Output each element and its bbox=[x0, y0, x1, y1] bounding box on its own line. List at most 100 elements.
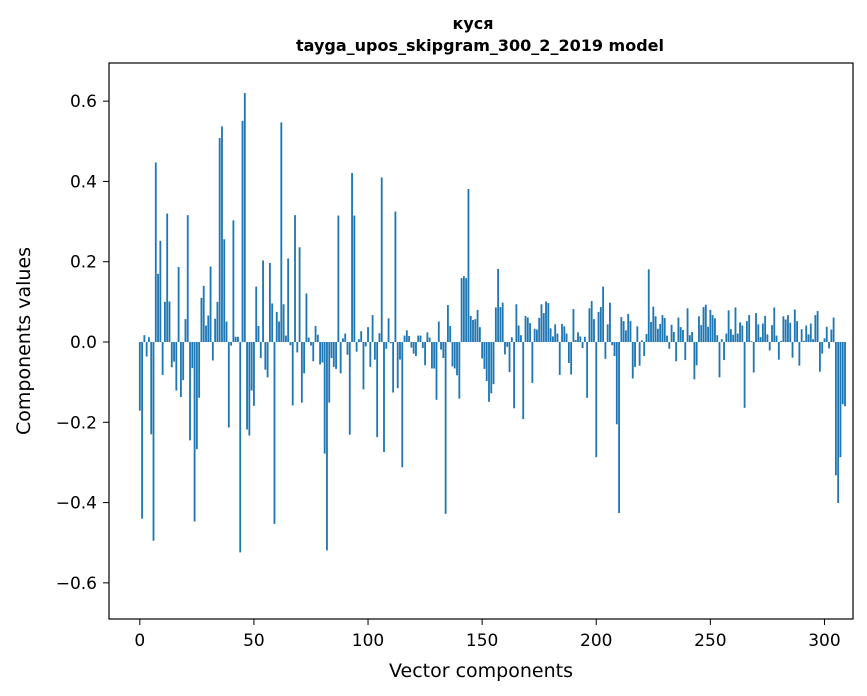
bar bbox=[469, 315, 472, 342]
bar bbox=[494, 307, 497, 342]
bar bbox=[467, 189, 470, 342]
bar bbox=[679, 327, 682, 342]
y-tick-label: 0.0 bbox=[70, 333, 97, 353]
bar bbox=[700, 325, 703, 342]
bar bbox=[764, 315, 767, 342]
bar bbox=[312, 342, 315, 362]
bar bbox=[184, 319, 187, 342]
bar bbox=[524, 315, 527, 342]
bar bbox=[698, 316, 700, 342]
bar bbox=[506, 342, 509, 347]
bar bbox=[796, 321, 798, 343]
bar bbox=[394, 211, 397, 342]
bar bbox=[666, 335, 668, 342]
bar bbox=[362, 342, 365, 390]
bar bbox=[326, 342, 328, 551]
bar bbox=[282, 304, 285, 343]
bar bbox=[474, 319, 477, 342]
bar bbox=[549, 328, 552, 342]
bar bbox=[734, 307, 737, 342]
bar bbox=[812, 339, 814, 342]
bar bbox=[262, 260, 264, 342]
bar bbox=[504, 342, 506, 355]
bar bbox=[456, 342, 458, 376]
bar bbox=[574, 340, 577, 343]
bar bbox=[148, 337, 150, 343]
bar bbox=[303, 342, 306, 374]
x-tick-label: 100 bbox=[352, 631, 384, 651]
bar bbox=[497, 268, 500, 342]
bar bbox=[634, 342, 636, 367]
bar bbox=[707, 326, 709, 342]
bar bbox=[520, 335, 522, 342]
bar bbox=[736, 333, 739, 342]
y-tick-label: 0.4 bbox=[70, 172, 97, 192]
bar bbox=[458, 342, 461, 399]
y-tick-label: −0.2 bbox=[56, 413, 97, 433]
bar bbox=[408, 335, 411, 342]
bar bbox=[727, 310, 730, 342]
bar bbox=[211, 342, 214, 361]
bar bbox=[437, 321, 440, 342]
bar bbox=[604, 342, 607, 359]
bar bbox=[483, 342, 486, 369]
bar bbox=[583, 336, 586, 342]
bar bbox=[321, 342, 324, 363]
bar bbox=[202, 285, 205, 342]
bar bbox=[253, 342, 255, 406]
bar bbox=[714, 318, 716, 343]
y-axis: 0.6 0.4 0.2 0.0 −0.2 −0.4 −0.6 bbox=[56, 92, 109, 594]
bar bbox=[351, 173, 353, 343]
bars-group bbox=[138, 93, 846, 553]
bar bbox=[768, 342, 771, 351]
bar bbox=[844, 342, 846, 407]
bar bbox=[588, 308, 591, 342]
bar bbox=[625, 330, 627, 342]
bar bbox=[659, 323, 662, 342]
bar bbox=[367, 327, 369, 342]
bar bbox=[339, 342, 342, 374]
bar bbox=[380, 177, 383, 342]
bar bbox=[622, 321, 625, 343]
bar bbox=[298, 247, 301, 342]
bar bbox=[314, 325, 317, 343]
bar bbox=[780, 340, 783, 342]
bar bbox=[428, 337, 431, 343]
bar bbox=[138, 342, 141, 411]
bar bbox=[684, 342, 687, 361]
plot-frame bbox=[108, 62, 854, 620]
bar bbox=[435, 342, 438, 400]
bar bbox=[369, 342, 372, 367]
bar bbox=[501, 302, 504, 342]
bar bbox=[636, 326, 639, 343]
bar bbox=[581, 342, 584, 349]
bar bbox=[529, 323, 531, 343]
bar bbox=[686, 308, 689, 342]
bar bbox=[675, 342, 678, 362]
bar bbox=[542, 313, 545, 342]
bar bbox=[355, 342, 358, 352]
bar bbox=[652, 306, 655, 343]
bar bbox=[595, 342, 598, 458]
x-axis: 0 50 100 150 200 250 300 bbox=[134, 619, 841, 651]
bar bbox=[280, 122, 283, 342]
bar bbox=[725, 333, 728, 342]
bar bbox=[613, 342, 616, 357]
bar bbox=[748, 315, 751, 343]
bar bbox=[431, 342, 433, 369]
bar bbox=[821, 342, 824, 354]
bar bbox=[741, 325, 744, 342]
bar bbox=[307, 337, 310, 343]
bar bbox=[207, 315, 210, 343]
bar bbox=[828, 342, 830, 349]
bar bbox=[643, 342, 646, 357]
bar bbox=[150, 342, 153, 435]
bar bbox=[515, 304, 518, 343]
bar bbox=[773, 307, 776, 342]
bar bbox=[757, 324, 760, 342]
bar bbox=[421, 342, 424, 349]
bar bbox=[246, 342, 248, 430]
bar bbox=[677, 317, 680, 343]
bar bbox=[157, 273, 159, 343]
bar bbox=[759, 337, 762, 343]
